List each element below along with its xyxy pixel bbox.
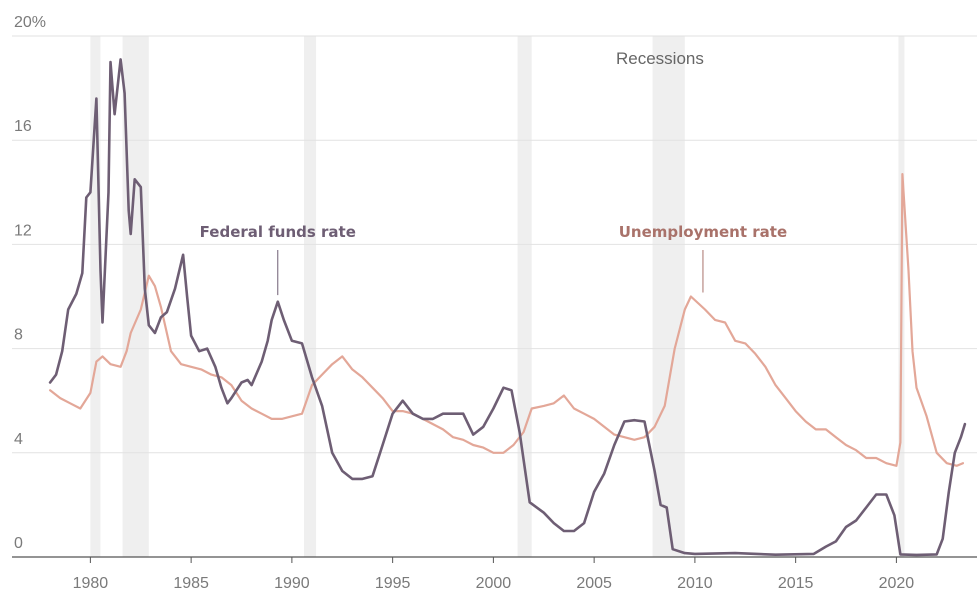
recession-band-5 <box>652 36 685 557</box>
x-tick-label-2010: 2010 <box>677 575 713 592</box>
y-tick-label-12: 12 <box>14 222 32 239</box>
x-tick-label-1980: 1980 <box>73 575 109 592</box>
recession-band-1 <box>90 36 101 557</box>
y-tick-label-20: 20% <box>14 14 46 31</box>
y-tick-label-8: 8 <box>14 327 23 344</box>
recession-band-4 <box>517 36 532 557</box>
x-tick-label-1985: 1985 <box>173 575 209 592</box>
series-line-unemployment-rate <box>49 173 964 467</box>
annotation-label-unemployment-rate: Unemployment rate <box>619 223 787 241</box>
y-tick-label-4: 4 <box>14 431 23 448</box>
x-tick-label-1995: 1995 <box>375 575 411 592</box>
annotation-label-federal-funds-rate: Federal funds rate <box>200 223 356 241</box>
x-tick-label-1990: 1990 <box>274 575 310 592</box>
recessions-label: Recessions <box>616 49 704 68</box>
series-line-federal-funds-rate <box>48 58 967 557</box>
x-tick-label-2000: 2000 <box>476 575 512 592</box>
y-tick-label-16: 16 <box>14 118 32 135</box>
x-tick-label-2015: 2015 <box>778 575 814 592</box>
recession-band-3 <box>303 36 317 557</box>
x-tick-label-2005: 2005 <box>576 575 612 592</box>
y-tick-label-0: 0 <box>14 535 23 552</box>
x-tick-label-2020: 2020 <box>879 575 915 592</box>
